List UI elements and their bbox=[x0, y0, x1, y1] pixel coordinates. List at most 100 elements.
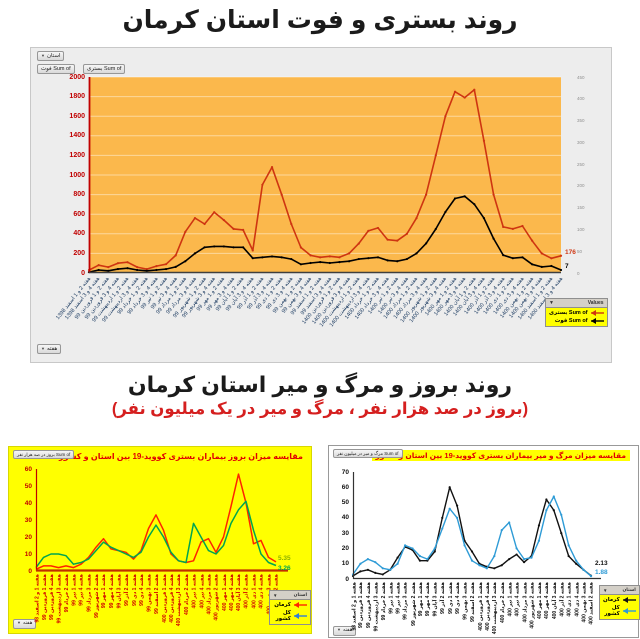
legend-item-label: Sum of بستری bbox=[549, 310, 588, 316]
x-axis-label: هفته 1 مهر 99 bbox=[101, 574, 108, 609]
pivot-field-button[interactable]: Sum of بستری bbox=[83, 64, 126, 75]
y-axis-label: 30 bbox=[341, 529, 349, 537]
pivot-axis-field-button[interactable]: هفته▼ bbox=[13, 619, 37, 629]
secondary-y-axis-label: 0 bbox=[577, 270, 580, 276]
legend: استان ▼ کرمان کل کشور bbox=[599, 585, 640, 620]
x-axis-label: هفته 1 تیر 400 bbox=[507, 582, 514, 617]
plot-area bbox=[89, 77, 561, 273]
x-axis-label: هفته 3 اردیبهشت 400 bbox=[492, 582, 499, 635]
y-axis-label: 800 bbox=[73, 191, 85, 199]
legend-item-label: کل کشور bbox=[275, 610, 291, 622]
x-axis-label: هفته 3 مرداد 400 bbox=[522, 582, 529, 623]
secondary-y-axis-label: 350 bbox=[577, 118, 585, 124]
y-axis-label: 0 bbox=[345, 575, 349, 583]
legend-field-button[interactable]: استان ▼ bbox=[269, 590, 311, 600]
x-axis-label: هفته 3 مرداد 99 bbox=[86, 574, 93, 612]
x-axis-label: هفته 3 اردیبهشت 400 bbox=[176, 574, 183, 627]
x-axis-label: هفته 4 فروردین 99 bbox=[365, 582, 372, 628]
dropdown-arrow-icon: ▼ bbox=[549, 300, 554, 306]
pivot-axis-field-button[interactable]: هفته▼ bbox=[37, 344, 62, 355]
y-axis-label: 70 bbox=[341, 468, 349, 476]
x-axis-label: هفته 4 تیر 400 bbox=[199, 574, 205, 609]
incidence-comparison-chart-panel: مقایسه میزان بروز بیماران بستری کووید-19… bbox=[8, 446, 312, 634]
y-axis-label: 40 bbox=[341, 514, 349, 522]
series-end-value-label: 2.13 bbox=[595, 559, 608, 567]
legend-item: کل کشور bbox=[603, 605, 636, 617]
x-axis-label: هفته 4 دی 99 bbox=[139, 574, 145, 606]
secondary-y-axis-label: 200 bbox=[577, 183, 585, 189]
y-axis-label: 50 bbox=[341, 499, 349, 507]
secondary-y-axis-label: 400 bbox=[577, 96, 585, 102]
series-end-value-label: 5.35 bbox=[278, 554, 291, 562]
pivot-field-button[interactable]: Sum of بروز در صد هزار نفر bbox=[13, 450, 75, 460]
x-axis-label: هفته 4 تیر 99 bbox=[395, 582, 402, 614]
legend-line-marker-icon bbox=[590, 310, 604, 316]
x-axis-label: هفته 4 مهر 99 bbox=[109, 574, 115, 609]
x-axis-label: هفته 2 آذر 400 bbox=[244, 574, 250, 609]
x-axis-label: هفته 4 مهر 400 bbox=[544, 582, 551, 619]
y-axis-label: 60 bbox=[341, 483, 349, 491]
x-axis-label: هفته 2 شهریور 400 bbox=[214, 574, 220, 621]
x-axis-label: هفته 3 اردیبهشت 99 bbox=[56, 574, 63, 624]
x-axis-label: هفته 3 آبان 400 bbox=[236, 574, 243, 612]
legend-item-label: Sum of فوت bbox=[554, 318, 588, 324]
pivot-field-button[interactable]: Sum of فوت bbox=[37, 64, 75, 75]
x-axis-label: هفته 2 شهریور 99 bbox=[410, 582, 417, 626]
secondary-y-axis-label: 450 bbox=[577, 74, 585, 80]
x-axis-label: هفته 4 مهر 400 bbox=[229, 574, 235, 611]
x-axis-label: هفته 1 دی 99 bbox=[131, 574, 138, 606]
x-axis-label: هفته 2 خرداد 400 bbox=[499, 582, 506, 623]
x-axis-label: هفته 4 دی 99 bbox=[455, 582, 462, 614]
y-axis-label: 40 bbox=[24, 499, 32, 507]
legend-line-marker-icon bbox=[590, 318, 604, 324]
x-axis-label: هفته 3 بهمن 99 bbox=[462, 582, 469, 620]
section2-subtitle: (بروز در صد هزار نفر ، مرگ و میر در یک م… bbox=[111, 400, 529, 418]
x-axis-label: هفته 4 دی 400 bbox=[574, 582, 581, 617]
x-axis-label: هفته 2 آذر 99 bbox=[124, 574, 130, 606]
pivot-axis-field-button[interactable]: هفته▼ bbox=[333, 626, 357, 636]
series-end-value-label: 7 bbox=[565, 262, 569, 270]
legend-item: Sum of بستری bbox=[549, 310, 604, 316]
dropdown-arrow-icon: ▼ bbox=[337, 627, 341, 632]
legend-line-marker-icon bbox=[622, 597, 636, 603]
legend-item-label: کل کشور bbox=[604, 605, 620, 617]
y-axis-label: 1800 bbox=[69, 93, 85, 101]
x-axis-label: هفته 4 دی 400 bbox=[259, 574, 265, 609]
secondary-y-axis-label: 100 bbox=[577, 226, 585, 232]
section2-title: روند بروز و مرگ و میر استان کرمان bbox=[127, 372, 513, 397]
legend-line-marker-icon bbox=[622, 608, 636, 614]
x-axis-label: هفته 1 فروردین 99 bbox=[41, 574, 48, 620]
x-axis-label: هفته 1 مهر 400 bbox=[221, 574, 228, 611]
pivot-filter-button[interactable]: استان▼ bbox=[37, 51, 65, 62]
x-axis-label: هفته 2 شهریور 99 bbox=[94, 574, 100, 618]
x-axis-label: هفته 1 فروردین 400 bbox=[161, 574, 168, 623]
legend-item-label: کرمان bbox=[603, 597, 620, 603]
legend-item: Sum of فوت bbox=[549, 318, 604, 324]
series-end-value-label: 176 bbox=[565, 248, 576, 256]
x-axis-label: هفته 1 دی 400 bbox=[566, 582, 573, 617]
x-axis-label: هفته 3 بهمن 400 bbox=[581, 582, 588, 623]
legend-body: کرمان کل کشور bbox=[599, 595, 640, 620]
x-axis-label: هفته 2 آذر 400 bbox=[559, 582, 566, 617]
chart-canvas bbox=[351, 472, 601, 580]
x-axis-label: هفته 1 و 2 اسفند 98 bbox=[34, 574, 40, 623]
secondary-y-axis-label: 300 bbox=[577, 139, 585, 145]
dropdown-arrow-icon: ▼ bbox=[41, 346, 45, 351]
pivot-field-button[interactable]: Sum of مرگ و میر در میلیون نفر bbox=[333, 449, 403, 459]
y-axis-label: 60 bbox=[24, 465, 32, 473]
hospitalization-death-chart-panel: استان▼ Sum of فوت Sum of بستری هفته▼ 0 200 400… bbox=[30, 47, 612, 363]
x-axis-label: هفته 3 آبان 99 bbox=[116, 574, 123, 609]
series-line-0 bbox=[35, 473, 277, 570]
y-axis-label: 400 bbox=[73, 230, 85, 238]
dropdown-arrow-icon: ▼ bbox=[41, 53, 45, 58]
chart-title: مقایسه میزان مرگ و میر بیماران بستری کوو… bbox=[371, 450, 630, 461]
dropdown-arrow-icon: ▼ bbox=[603, 587, 608, 593]
x-axis-label: هفته 2 خرداد 99 bbox=[380, 582, 387, 621]
x-axis-label: هفته 2 اسفند 99 bbox=[470, 582, 476, 622]
x-axis-label: هفته 4 تیر 99 bbox=[79, 574, 85, 606]
chart-canvas bbox=[87, 76, 563, 274]
legend-field-button[interactable]: استان ▼ bbox=[599, 585, 640, 595]
y-axis-label: 0 bbox=[81, 269, 85, 277]
legend-field-button[interactable]: Values ▼ bbox=[545, 298, 608, 308]
